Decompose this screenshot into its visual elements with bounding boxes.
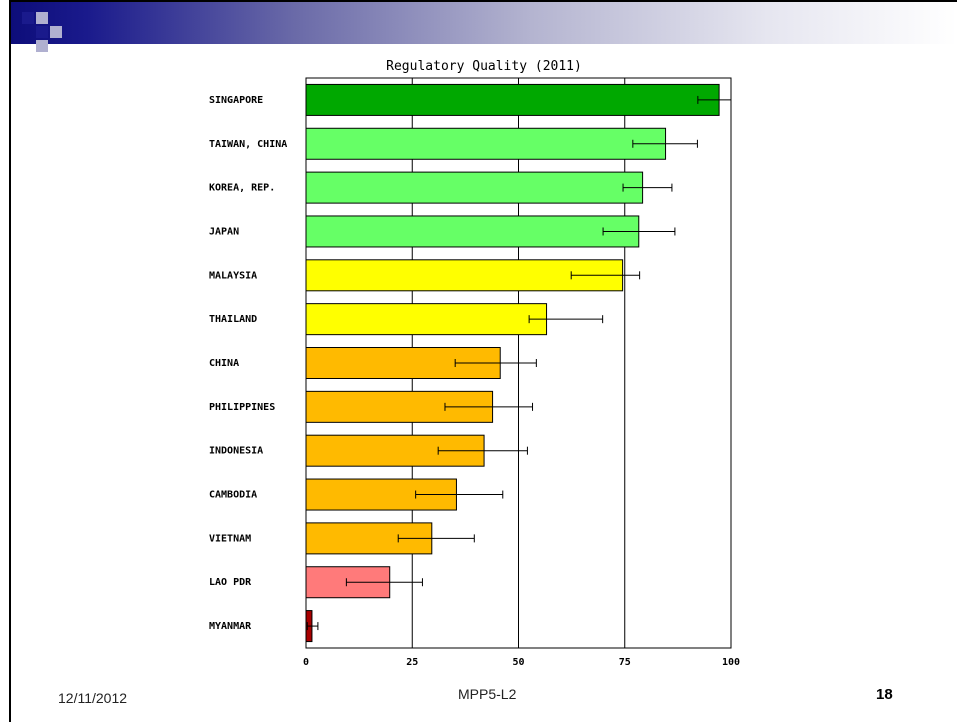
footer-center-text: MPP5-L2 <box>458 686 517 702</box>
bar <box>305 215 640 248</box>
bar <box>305 303 548 336</box>
x-tick-label: 0 <box>303 657 309 668</box>
x-tick-label: 100 <box>722 657 740 668</box>
category-label: PHILIPPINES <box>209 402 275 413</box>
logo-square-5 <box>50 26 62 38</box>
bar <box>305 127 667 160</box>
category-label: CHINA <box>209 358 239 369</box>
x-tick-label: 50 <box>512 657 524 668</box>
category-label: INDONESIA <box>209 446 263 457</box>
category-label: CAMBODIA <box>209 490 257 501</box>
category-label: MALAYSIA <box>209 270 257 281</box>
x-tick-label: 25 <box>406 657 418 668</box>
x-axis-ticks: 0 25 50 75 100 <box>303 657 740 668</box>
category-label: SINGAPORE <box>209 95 263 106</box>
category-label: TAIWAN, CHINA <box>209 139 287 150</box>
bar <box>305 171 644 204</box>
category-labels: SINGAPORE TAIWAN, CHINA KOREA, REP. JAPAN MA… <box>209 95 287 632</box>
category-label: LAO PDR <box>209 577 252 588</box>
logo-square-4 <box>36 40 48 52</box>
category-label: JAPAN <box>209 226 239 237</box>
page-number: 18 <box>876 686 893 703</box>
logo-square-1 <box>22 12 34 24</box>
bar <box>305 83 720 116</box>
category-label: MYANMAR <box>209 621 252 632</box>
logo-square-2 <box>36 12 48 24</box>
category-label: KOREA, REP. <box>209 183 275 194</box>
x-tick-label: 75 <box>619 657 631 668</box>
slide-frame <box>9 0 957 722</box>
header-gradient-band <box>11 2 957 44</box>
logo-square-3 <box>36 26 48 38</box>
category-label: VIETNAM <box>209 533 251 544</box>
category-label: THAILAND <box>209 314 257 325</box>
chart-title: Regulatory Quality (2011) <box>386 59 582 74</box>
bars-group <box>305 83 732 643</box>
footer-date: 12/11/2012 <box>58 690 128 706</box>
